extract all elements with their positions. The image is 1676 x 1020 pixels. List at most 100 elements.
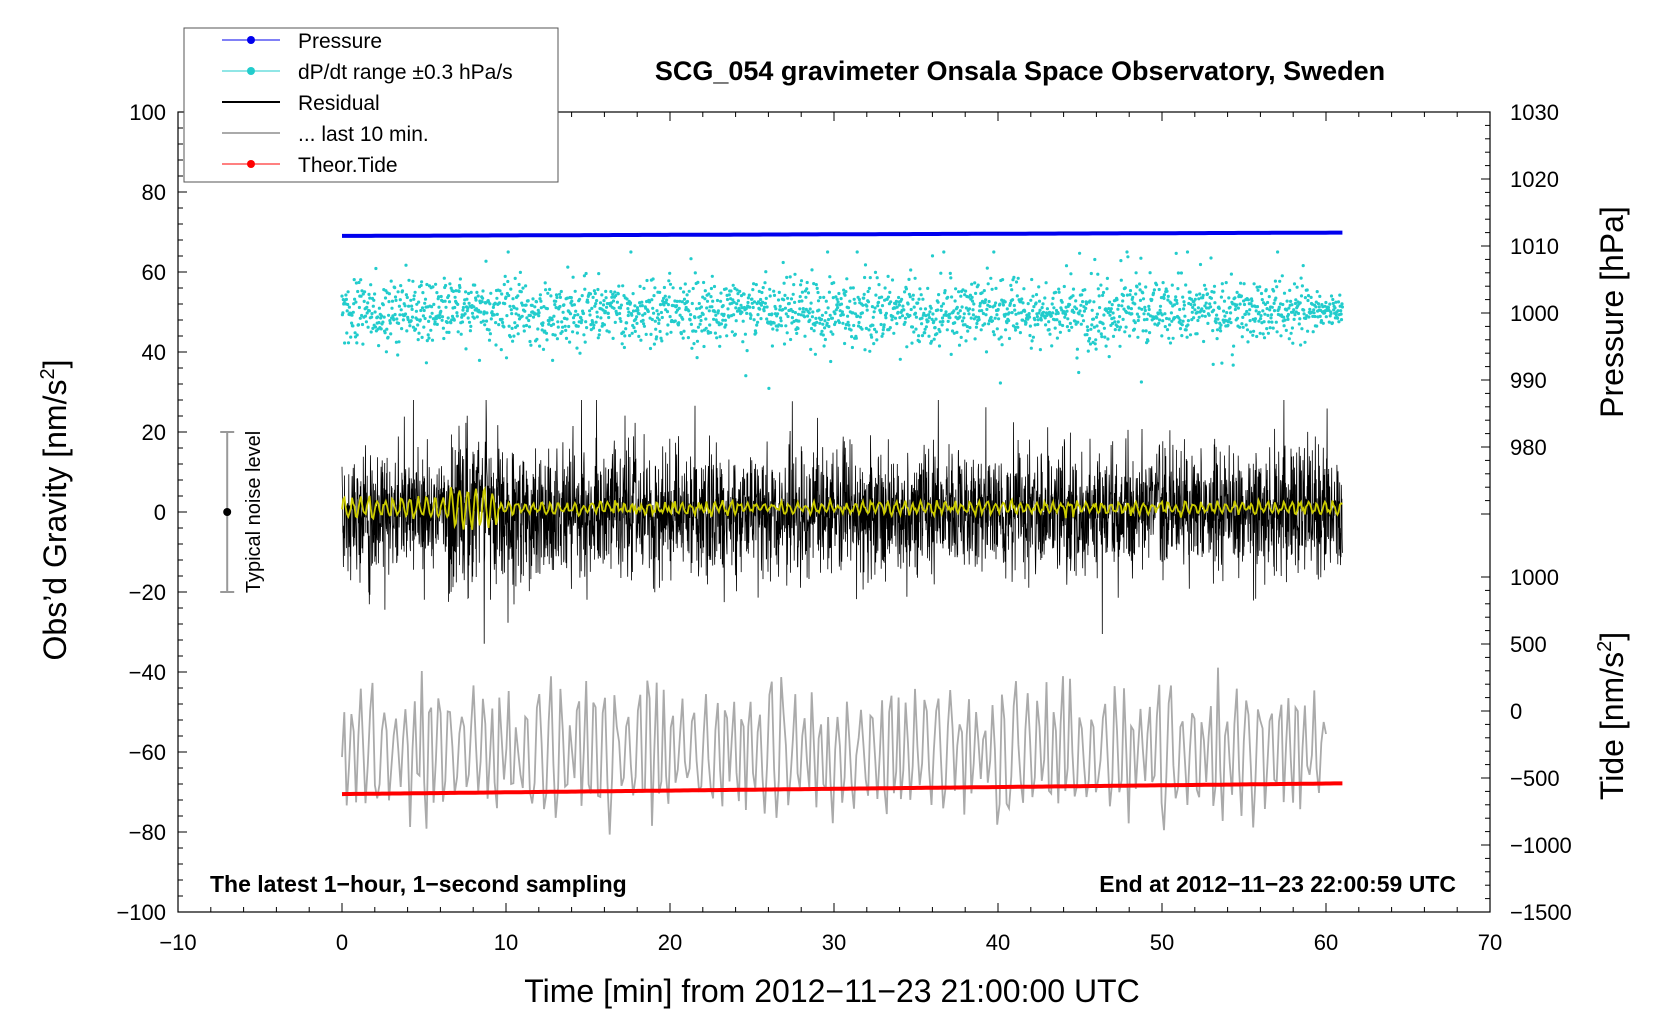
- dpdt-point: [1014, 328, 1018, 332]
- dpdt-point: [1007, 311, 1011, 315]
- dpdt-point: [1219, 295, 1223, 299]
- dpdt-point: [790, 321, 794, 325]
- dpdt-point: [735, 302, 739, 306]
- dpdt-point: [756, 313, 760, 317]
- dpdt-point: [927, 313, 931, 317]
- dpdt-point: [894, 299, 899, 303]
- dpdt-point: [1108, 309, 1113, 313]
- dpdt-point: [713, 331, 718, 335]
- dpdt-point: [597, 333, 601, 337]
- dpdt-point: [826, 250, 830, 254]
- dpdt-point: [974, 315, 978, 319]
- dpdt-point: [845, 277, 849, 281]
- annotation-bottom-left: The latest 1−hour, 1−second sampling: [210, 871, 627, 897]
- dpdt-point: [905, 345, 909, 349]
- dpdt-point: [960, 305, 964, 309]
- dpdt-point: [1281, 302, 1285, 307]
- dpdt-point: [1084, 302, 1089, 306]
- dpdt-point: [504, 356, 509, 360]
- dpdt-point: [387, 292, 391, 296]
- dpdt-point: [894, 302, 898, 306]
- dpdt-point: [366, 301, 370, 305]
- dpdt-point: [619, 303, 624, 307]
- dpdt-point: [465, 309, 469, 313]
- dpdt-point: [774, 307, 778, 311]
- dpdt-point: [550, 318, 554, 322]
- dpdt-point: [699, 305, 704, 309]
- x-tick-label: −10: [159, 930, 196, 955]
- dpdt-point: [1224, 281, 1228, 285]
- dpdt-point: [1168, 323, 1172, 327]
- dpdt-point: [1118, 325, 1123, 329]
- dpdt-point: [1200, 314, 1204, 318]
- dpdt-point: [635, 321, 639, 325]
- dpdt-point: [669, 330, 673, 334]
- dpdt-point: [537, 314, 541, 318]
- dpdt-point: [351, 324, 355, 328]
- dpdt-point: [423, 316, 427, 321]
- dpdt-point: [1183, 314, 1187, 318]
- y-axis-label: Obs’d Gravity [nm/s2]: [37, 360, 73, 661]
- dpdt-point: [594, 302, 598, 306]
- dpdt-point: [933, 326, 937, 330]
- dpdt-point: [949, 352, 953, 356]
- dpdt-point: [1143, 305, 1147, 309]
- dpdt-point: [1153, 322, 1157, 326]
- dpdt-point: [788, 275, 792, 279]
- dpdt-point: [513, 321, 517, 325]
- series-residual-smoothed: [341, 485, 1343, 530]
- dpdt-point: [615, 300, 620, 304]
- dpdt-point: [775, 328, 779, 332]
- dpdt-point: [1079, 303, 1083, 307]
- dpdt-point: [1203, 314, 1207, 318]
- dpdt-point: [745, 311, 749, 315]
- dpdt-point: [1305, 288, 1309, 292]
- dpdt-point: [893, 316, 898, 320]
- dpdt-point: [516, 332, 520, 336]
- dpdt-point: [1122, 307, 1126, 311]
- dpdt-point: [596, 287, 600, 292]
- dpdt-point: [400, 289, 405, 293]
- dpdt-point: [1169, 301, 1173, 305]
- dpdt-point: [787, 301, 791, 306]
- dpdt-point: [1302, 308, 1306, 312]
- dpdt-point: [1068, 321, 1072, 325]
- dpdt-point: [970, 282, 974, 286]
- dpdt-point: [595, 310, 599, 314]
- dpdt-point: [545, 307, 550, 311]
- dpdt-point: [946, 319, 950, 323]
- dpdt-point: [1038, 348, 1042, 352]
- dpdt-point: [1037, 299, 1042, 303]
- dpdt-point: [1081, 319, 1086, 323]
- annotation-bottom-right: End at 2012−11−23 22:00:59 UTC: [1099, 871, 1456, 897]
- dpdt-point: [871, 323, 875, 327]
- dpdt-point: [376, 315, 380, 319]
- dpdt-point: [864, 326, 869, 330]
- dpdt-point: [497, 323, 501, 327]
- dpdt-point: [1273, 279, 1277, 283]
- dpdt-point: [707, 309, 711, 313]
- dpdt-point: [1244, 323, 1248, 327]
- dpdt-point: [1315, 324, 1319, 328]
- dpdt-point: [591, 295, 595, 299]
- dpdt-point: [512, 334, 516, 338]
- tide-tick-label: −1500: [1510, 900, 1572, 925]
- dpdt-point: [467, 291, 471, 296]
- dpdt-point: [543, 329, 547, 333]
- dpdt-point: [567, 324, 571, 329]
- dpdt-point: [1165, 328, 1170, 332]
- dpdt-point: [538, 344, 542, 348]
- dpdt-point: [978, 301, 983, 305]
- dpdt-point: [962, 316, 966, 320]
- dpdt-point: [990, 287, 994, 291]
- dpdt-point: [540, 328, 544, 332]
- dpdt-point: [916, 301, 920, 305]
- dpdt-point: [927, 316, 932, 320]
- dpdt-point: [483, 323, 487, 327]
- dpdt-point: [458, 285, 462, 290]
- dpdt-point: [927, 334, 931, 338]
- dpdt-point: [447, 330, 451, 334]
- dpdt-point: [959, 294, 963, 298]
- dpdt-point: [912, 305, 916, 309]
- dpdt-point: [522, 329, 526, 333]
